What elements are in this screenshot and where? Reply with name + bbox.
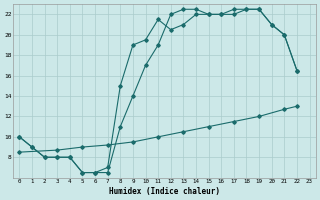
- X-axis label: Humidex (Indice chaleur): Humidex (Indice chaleur): [109, 187, 220, 196]
